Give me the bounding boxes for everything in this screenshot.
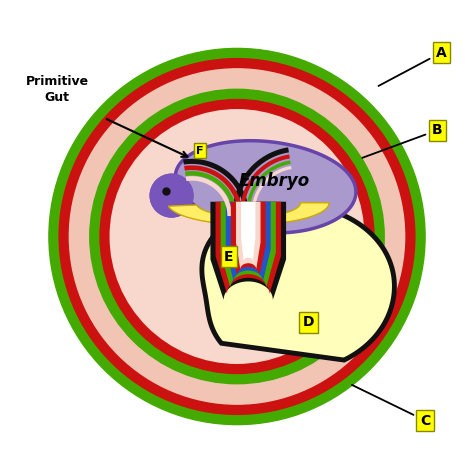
Polygon shape — [240, 154, 290, 233]
Text: C: C — [352, 385, 430, 428]
Polygon shape — [252, 166, 292, 229]
Polygon shape — [184, 166, 243, 216]
Polygon shape — [246, 160, 291, 231]
Polygon shape — [175, 140, 356, 233]
Circle shape — [49, 48, 425, 425]
Polygon shape — [210, 202, 286, 300]
Text: B: B — [362, 123, 443, 158]
Polygon shape — [186, 176, 232, 216]
Text: E: E — [224, 250, 234, 264]
Circle shape — [150, 174, 193, 217]
Polygon shape — [241, 202, 255, 261]
Polygon shape — [202, 204, 394, 360]
Polygon shape — [183, 159, 249, 216]
Circle shape — [163, 188, 170, 195]
Circle shape — [69, 69, 405, 404]
Text: F: F — [196, 146, 204, 156]
Polygon shape — [216, 202, 281, 294]
Text: D: D — [303, 315, 314, 329]
Polygon shape — [185, 171, 237, 216]
Circle shape — [100, 99, 374, 374]
Polygon shape — [220, 202, 276, 288]
Polygon shape — [226, 202, 271, 281]
Polygon shape — [236, 202, 261, 269]
Circle shape — [150, 175, 193, 217]
Circle shape — [90, 89, 384, 384]
Circle shape — [59, 59, 415, 414]
Polygon shape — [168, 203, 329, 225]
Polygon shape — [231, 202, 265, 275]
Polygon shape — [233, 148, 289, 236]
Text: Primitive
Gut: Primitive Gut — [26, 75, 89, 104]
Text: A: A — [378, 45, 447, 86]
Text: Embryo: Embryo — [238, 172, 310, 190]
Circle shape — [110, 110, 364, 363]
